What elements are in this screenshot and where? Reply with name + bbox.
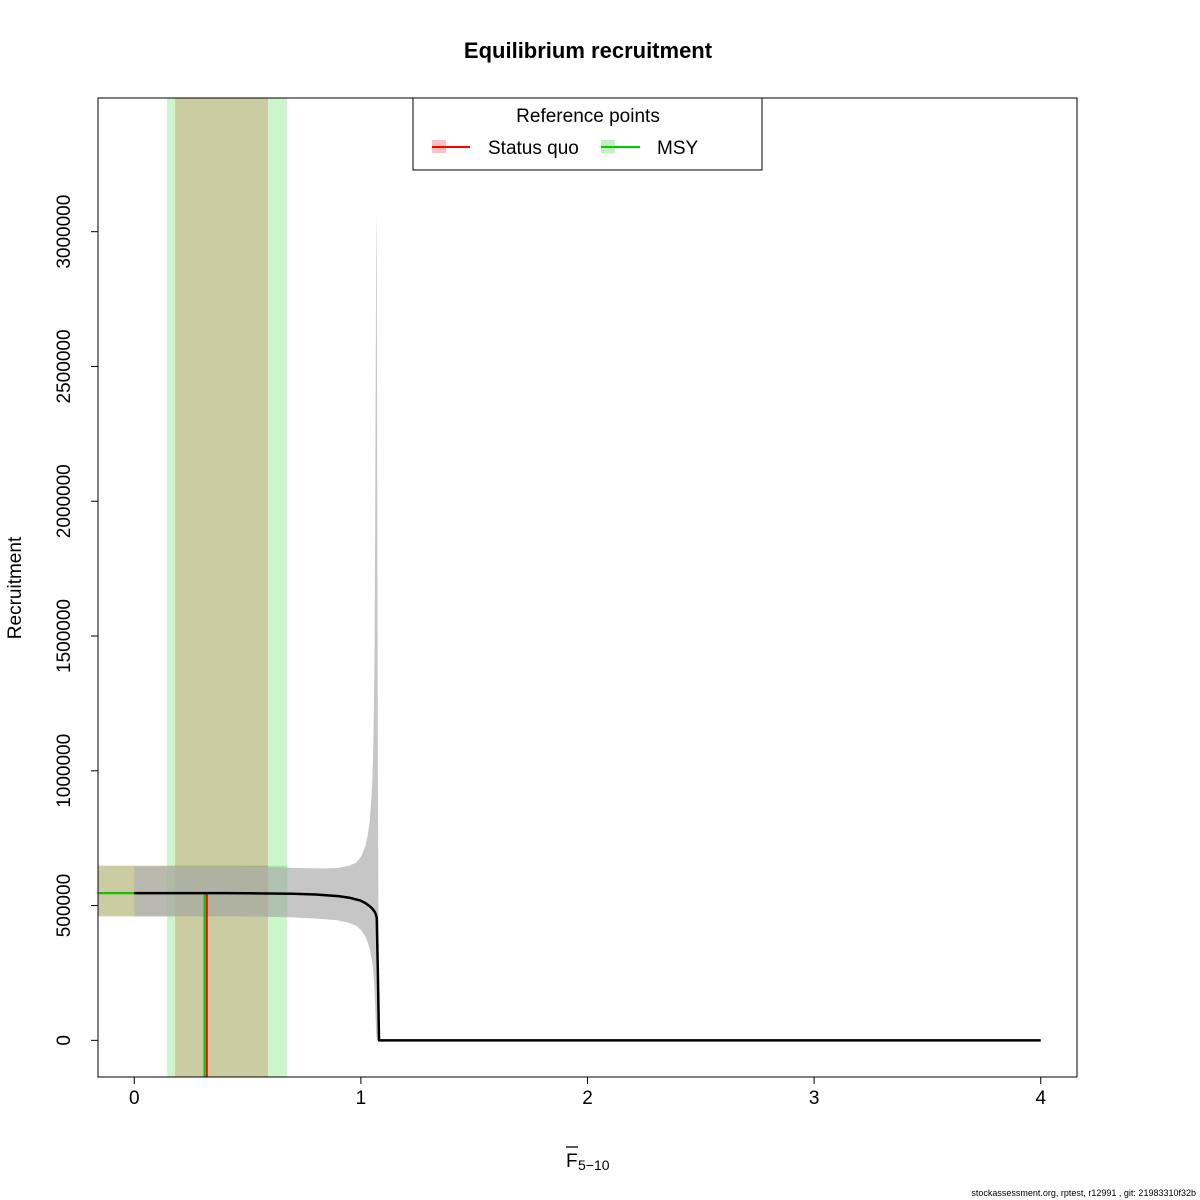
legend-title: Reference points xyxy=(516,106,660,127)
x-axis-label: F 5−10 xyxy=(566,1146,610,1173)
ci-fill-layer xyxy=(98,98,288,1077)
x-tick-label-1: 1 xyxy=(356,1088,367,1109)
y-tick-label-6: 3000000 xyxy=(54,195,75,269)
legend-box xyxy=(412,97,763,171)
y-tick-label-0: 0 xyxy=(54,1035,75,1046)
confidence-band xyxy=(134,207,380,1041)
line-layer xyxy=(98,891,1041,1077)
x-tick-label-4: 4 xyxy=(1035,1088,1046,1109)
x-tick-label-3: 3 xyxy=(809,1088,820,1109)
y-tick-label-3: 1500000 xyxy=(54,599,75,673)
confidence-band-layer xyxy=(134,207,380,1041)
legend-entry-status-quo: Status quo xyxy=(432,138,579,159)
y-tick-label-5: 2500000 xyxy=(54,329,75,403)
x-tick-label-2: 2 xyxy=(582,1088,593,1109)
x-axis-label-main: F xyxy=(566,1151,578,1172)
legend-label-status-quo: Status quo xyxy=(488,138,579,159)
y-tick-label-4: 2000000 xyxy=(54,464,75,538)
legend: Reference points Status quo MSY xyxy=(412,97,763,171)
footer-text: stockassessment.org, rptest, r12991 , gi… xyxy=(971,1188,1196,1198)
axes-layer: 0 1 2 3 4 0 500000 1000000 1500000 2000000 2500000… xyxy=(54,195,1046,1109)
y-tick-label-2: 1000000 xyxy=(54,734,75,808)
equilibrium-curve xyxy=(134,891,1041,1042)
x-tick-label-0: 0 xyxy=(129,1088,140,1109)
y-tick-label-1: 500000 xyxy=(54,874,75,937)
ci-vertical-msy xyxy=(167,98,288,1077)
y-axis-label: Recruitment xyxy=(5,536,26,639)
x-axis-label-subscript: 5−10 xyxy=(578,1157,610,1173)
legend-entry-msy: MSY xyxy=(601,138,699,159)
legend-label-msy: MSY xyxy=(657,138,699,159)
chart-title: Equilibrium recruitment xyxy=(464,38,713,63)
